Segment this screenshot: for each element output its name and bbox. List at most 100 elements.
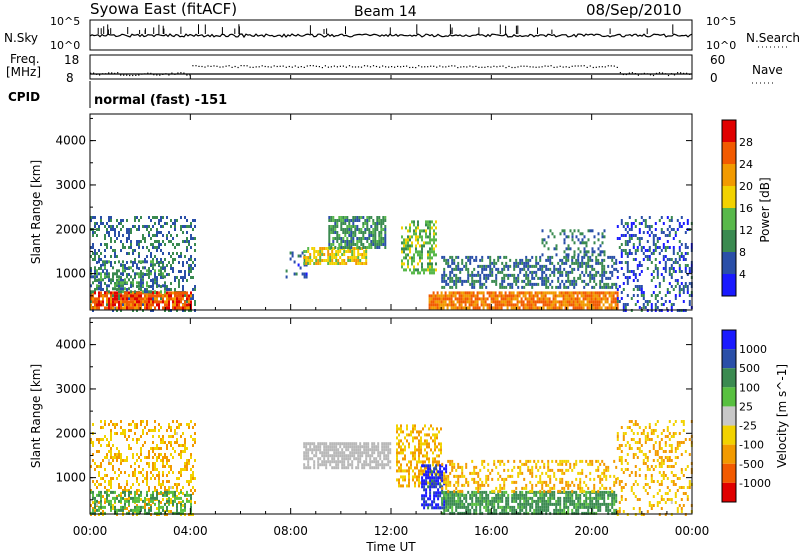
scatter-cell xyxy=(669,231,671,234)
scatter-cell xyxy=(359,454,361,457)
scatter-cell xyxy=(619,285,621,288)
scatter-cell xyxy=(583,300,585,303)
scatter-cell xyxy=(479,280,481,283)
scatter-cell xyxy=(110,294,112,297)
scatter-cell xyxy=(186,465,188,468)
scatter-cell xyxy=(365,442,367,445)
scatter-cell xyxy=(98,506,100,509)
scatter-cell xyxy=(404,454,406,457)
scatter-cell xyxy=(635,234,637,237)
nave-dot xyxy=(292,67,293,68)
scatter-cell xyxy=(443,256,445,259)
scatter-cell xyxy=(387,463,389,466)
scatter-cell xyxy=(421,256,423,259)
scatter-cell xyxy=(639,273,641,276)
scatter-cell xyxy=(142,429,144,432)
scatter-cell xyxy=(485,268,487,271)
scatter-cell xyxy=(527,283,529,286)
scatter-cell xyxy=(319,451,321,454)
scatter-cell xyxy=(657,267,659,270)
scatter-cell xyxy=(457,291,459,294)
scatter-cell xyxy=(455,509,457,512)
scatter-cell xyxy=(132,252,134,255)
scatter-cell xyxy=(363,460,365,463)
scatter-cell xyxy=(156,260,158,263)
scatter-cell xyxy=(389,442,391,445)
scatter-cell xyxy=(124,432,126,435)
scatter-cell xyxy=(134,290,136,293)
scatter-cell xyxy=(601,259,603,262)
scatter-cell xyxy=(142,284,144,287)
scatter-cell xyxy=(374,222,376,225)
scatter-cell xyxy=(469,494,471,497)
scatter-cell xyxy=(659,219,661,222)
scatter-cell xyxy=(128,237,130,240)
scatter-cell xyxy=(144,477,146,480)
scatter-cell xyxy=(102,263,104,266)
scatter-cell xyxy=(453,300,455,303)
scatter-cell xyxy=(118,509,120,512)
scatter-cell xyxy=(345,445,347,448)
scatter-cell xyxy=(184,306,186,309)
scatter-cell xyxy=(469,274,471,277)
scatter-cell xyxy=(108,423,110,426)
scatter-cell xyxy=(166,500,168,503)
scatter-cell xyxy=(329,460,331,463)
scatter-cell xyxy=(358,216,360,219)
scatter-cell xyxy=(178,306,180,309)
scatter-cell xyxy=(188,426,190,429)
scatter-cell xyxy=(679,270,681,273)
scatter-cell xyxy=(589,271,591,274)
scatter-cell xyxy=(134,300,136,303)
scatter-cell xyxy=(443,503,445,506)
scatter-cell xyxy=(625,276,627,279)
scatter-cell xyxy=(370,216,372,219)
scatter-cell xyxy=(519,291,521,294)
scatter-cell xyxy=(134,275,136,278)
scatter-cell xyxy=(413,253,415,256)
scatter-cell xyxy=(307,448,309,451)
scatter-cell xyxy=(627,240,629,243)
scatter-cell xyxy=(413,232,415,235)
scatter-cell xyxy=(172,300,174,303)
scatter-cell xyxy=(551,256,553,259)
scatter-cell xyxy=(184,441,186,444)
scatter-cell xyxy=(385,457,387,460)
scatter-cell xyxy=(364,231,366,234)
scatter-cell xyxy=(329,262,331,265)
scatter-cell xyxy=(361,253,363,256)
scatter-cell xyxy=(623,273,625,276)
scatter-cell xyxy=(537,491,539,494)
scatter-cell xyxy=(571,259,573,262)
scatter-cell xyxy=(578,229,580,232)
scatter-cell xyxy=(535,256,537,259)
scatter-cell xyxy=(557,280,559,283)
scatter-cell xyxy=(134,426,136,429)
scatter-cell xyxy=(164,258,166,261)
scatter-cell xyxy=(148,294,150,297)
scatter-cell xyxy=(98,465,100,468)
scatter-cell xyxy=(629,249,631,252)
scatter-cell xyxy=(438,454,440,457)
scatter-cell xyxy=(150,497,152,500)
scatter-cell xyxy=(186,225,188,228)
scatter-cell xyxy=(134,509,136,512)
scatter-cell xyxy=(517,503,519,506)
scatter-cell xyxy=(92,231,94,234)
scatter-cell xyxy=(588,250,590,253)
scatter-cell xyxy=(665,234,667,237)
scatter-cell xyxy=(398,433,400,436)
scatter-cell xyxy=(138,456,140,459)
scatter-cell xyxy=(483,294,485,297)
scatter-cell xyxy=(579,297,581,300)
scatter-cell xyxy=(364,246,366,249)
scatter-cell xyxy=(303,457,305,460)
scatter-cell xyxy=(545,503,547,506)
scatter-cell xyxy=(116,453,118,456)
nave-dot xyxy=(581,65,582,66)
nave-dot xyxy=(442,66,443,67)
scatter-cell xyxy=(565,259,567,262)
scatter-cell xyxy=(333,445,335,448)
scatter-cell xyxy=(683,300,685,303)
